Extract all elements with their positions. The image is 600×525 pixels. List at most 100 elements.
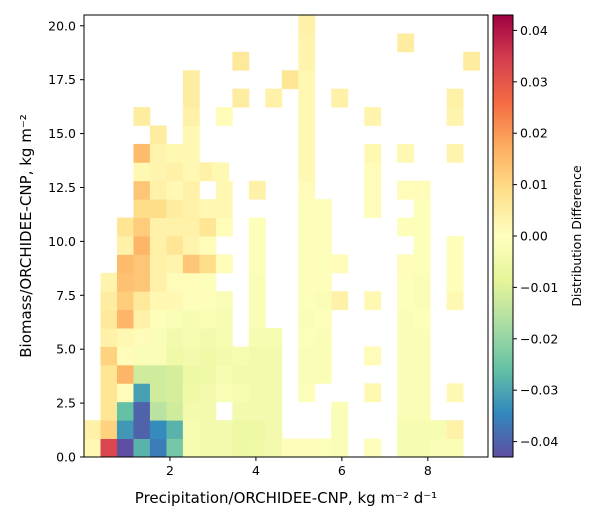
heatmap-cell (414, 365, 431, 384)
heatmap-cell (397, 33, 414, 52)
heatmap-cell (430, 439, 447, 458)
heatmap-cell (364, 107, 381, 126)
heatmap-cell (298, 15, 315, 34)
heatmap-cell (133, 439, 150, 458)
heatmap-cell (183, 162, 200, 181)
heatmap-cell (315, 291, 332, 310)
heatmap-cell (249, 218, 266, 237)
heatmap-cell (199, 383, 216, 402)
heatmap-cell (397, 218, 414, 237)
heatmap-cell (133, 347, 150, 366)
heatmap-cell (101, 328, 118, 347)
heatmap-cell (183, 126, 200, 145)
heatmap-cell (315, 439, 332, 458)
heatmap-cell (447, 439, 464, 458)
heatmap-cell (232, 420, 249, 439)
heatmap-cell (249, 420, 266, 439)
heatmap-cell (265, 347, 282, 366)
heatmap-cell (150, 347, 167, 366)
heatmap-cell (216, 107, 233, 126)
heatmap-cell (232, 439, 249, 458)
heatmap-cell (315, 365, 332, 384)
heatmap-cell (84, 420, 101, 439)
heatmap-cell (447, 273, 464, 292)
heatmap-cell (397, 420, 414, 439)
x-tick-label: 8 (424, 463, 432, 478)
heatmap-cell (133, 310, 150, 329)
heatmap-cell (117, 310, 134, 329)
heatmap-cell (315, 199, 332, 218)
heatmap-cell (166, 439, 183, 458)
colorbar-tick-label: −0.01 (520, 280, 558, 295)
colorbar-tick-label: 0.01 (520, 177, 548, 192)
heatmap-cell (298, 383, 315, 402)
heatmap-cell (298, 126, 315, 145)
heatmap-cell (298, 347, 315, 366)
heatmap-cell (166, 420, 183, 439)
heatmap-cell (117, 383, 134, 402)
heatmap-cell (133, 218, 150, 237)
heatmap-cell (414, 383, 431, 402)
heatmap-cell (298, 254, 315, 273)
heatmap-cell (166, 254, 183, 273)
heatmap-cell (183, 383, 200, 402)
heatmap-cell (199, 310, 216, 329)
heatmap-cell (117, 254, 134, 273)
heatmap-cell (249, 383, 266, 402)
heatmap-cell (447, 236, 464, 255)
colorbar-tick-label: 0.02 (520, 126, 548, 141)
heatmap-cell (414, 420, 431, 439)
heatmap-cell (150, 144, 167, 163)
heatmap-cell (249, 328, 266, 347)
heatmap-cell (315, 236, 332, 255)
heatmap-cell (298, 33, 315, 52)
heatmap-cell (331, 402, 348, 421)
heatmap-cell (232, 402, 249, 421)
heatmap-cell (397, 365, 414, 384)
heatmap-cell (331, 291, 348, 310)
heatmap-cell (212, 162, 229, 181)
heatmap-cell (84, 439, 101, 458)
heatmap-cell (101, 383, 118, 402)
heatmap-cell (183, 273, 200, 292)
colorbar-tick-label: −0.02 (520, 331, 558, 346)
heatmap-cell (183, 236, 200, 255)
y-tick-label: 2.5 (56, 396, 76, 411)
heatmap-cell (331, 420, 348, 439)
heatmap-cell (364, 144, 381, 163)
heatmap-cell (298, 70, 315, 89)
heatmap-cell (183, 199, 200, 218)
heatmap-cell (447, 254, 464, 273)
heatmap-cell (298, 236, 315, 255)
heatmap-cell (447, 383, 464, 402)
heatmap-cell (397, 328, 414, 347)
x-tick-label: 2 (166, 463, 174, 478)
heatmap-cell (364, 199, 381, 218)
heatmap-cell (216, 328, 233, 347)
heatmap-cell (249, 365, 266, 384)
heatmap-cell (298, 310, 315, 329)
colorbar-ticks: −0.04 −0.03 −0.02 −0.01 0.00 0.01 0.02 0.03 0.04 (513, 23, 558, 449)
heatmap-cell (331, 89, 348, 108)
colorbar-tick-label: 0.00 (520, 229, 548, 244)
heatmap-cell (166, 162, 183, 181)
heatmap-cell (101, 273, 118, 292)
heatmap-cell (331, 439, 348, 458)
heatmap-cell (397, 291, 414, 310)
heatmap-cell (232, 52, 249, 71)
heatmap-cells (84, 15, 480, 457)
heatmap-cell (414, 254, 431, 273)
heatmap-cell (199, 254, 216, 273)
heatmap-cell (397, 181, 414, 200)
heatmap-cell (117, 365, 134, 384)
y-axis-ticks: 0.0 2.5 5.0 7.5 10.0 12.5 15.0 17.5 20.0 (48, 18, 84, 464)
heatmap-cell (133, 328, 150, 347)
heatmap-cell (166, 310, 183, 329)
heatmap-cell (199, 199, 216, 218)
heatmap-cell (298, 439, 315, 458)
heatmap-cell (117, 236, 134, 255)
heatmap-cell (364, 291, 381, 310)
heatmap-cell (232, 347, 249, 366)
colorbar-tick-label: −0.04 (520, 434, 558, 449)
heatmap-cell (183, 181, 200, 200)
